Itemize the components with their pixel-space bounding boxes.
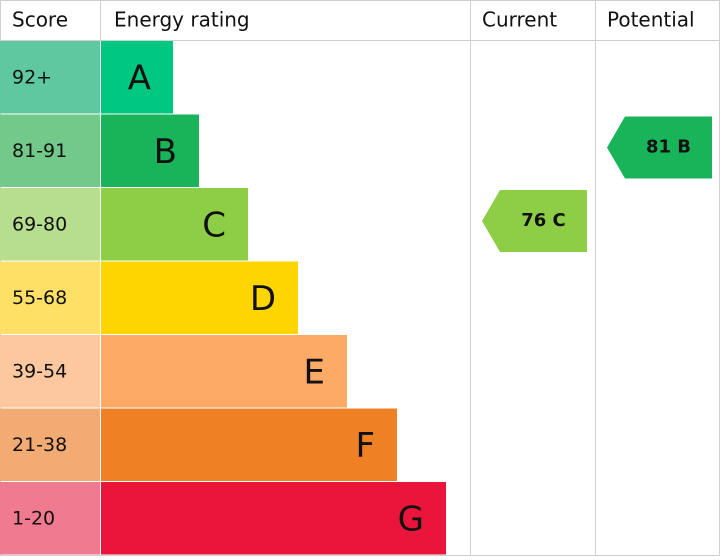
- rating-bar: [101, 408, 397, 481]
- score-label: 55-68: [12, 287, 67, 309]
- rating-bar: [101, 114, 199, 187]
- rating-bar: [101, 482, 446, 555]
- rating-bar: [101, 188, 248, 261]
- current-arrow: [482, 190, 587, 252]
- score-cell: [0, 41, 100, 114]
- rating-bar: [101, 335, 347, 408]
- score-label: 92+: [12, 66, 52, 88]
- score-cell: [0, 114, 100, 187]
- rating-letter: F: [355, 426, 375, 466]
- header-potential: Potential: [607, 8, 695, 32]
- score-cell: [0, 482, 100, 555]
- score-label: 69-80: [12, 213, 67, 235]
- potential-label: 81 B: [646, 137, 691, 158]
- score-cell: [0, 188, 100, 261]
- score-label: 81-91: [12, 140, 67, 162]
- score-label: 39-54: [12, 360, 67, 382]
- rating-bar: [101, 41, 173, 114]
- score-cell: [0, 335, 100, 408]
- rating-letter: G: [398, 499, 424, 539]
- rating-letter: C: [202, 205, 226, 245]
- score-label: 1-20: [12, 507, 55, 529]
- potential-arrow: [607, 116, 712, 179]
- score-cell: [0, 408, 100, 481]
- header-rating: Energy rating: [114, 8, 250, 32]
- rating-letter: B: [154, 132, 177, 172]
- rating-letter: A: [128, 58, 151, 98]
- score-label: 21-38: [12, 434, 67, 456]
- rating-letter: E: [304, 352, 325, 392]
- header-current: Current: [482, 8, 557, 32]
- rating-letter: D: [250, 279, 276, 319]
- score-cell: [0, 261, 100, 334]
- current-label: 76 C: [521, 210, 566, 231]
- header-score: Score: [12, 8, 68, 32]
- rating-bar: [101, 261, 298, 334]
